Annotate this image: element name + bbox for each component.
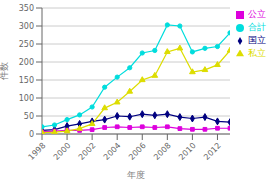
svg-text:100: 100 xyxy=(19,94,34,103)
svg-text:2010: 2010 xyxy=(177,141,198,162)
svg-text:件数: 件数 xyxy=(8,62,9,80)
svg-text:2008: 2008 xyxy=(152,141,173,162)
svg-text:0: 0 xyxy=(29,130,34,139)
svg-text:250: 250 xyxy=(19,40,34,49)
html-text:国立: 国立 xyxy=(248,35,266,45)
svg-text:2004: 2004 xyxy=(102,141,123,162)
svg-text:1998: 1998 xyxy=(27,141,48,162)
svg-text:2000: 2000 xyxy=(52,141,73,162)
svg-text:350: 350 xyxy=(19,4,34,13)
svg-text:300: 300 xyxy=(19,22,34,31)
svg-text:50: 50 xyxy=(24,112,34,121)
html-text:合計: 合計 xyxy=(248,22,266,32)
html-text:公立: 公立 xyxy=(248,9,266,19)
html-text:私立: 私立 xyxy=(248,48,266,58)
svg-text:2002: 2002 xyxy=(77,141,98,162)
svg-text:年度: 年度 xyxy=(127,170,145,180)
svg-text:2012: 2012 xyxy=(202,141,223,162)
svg-text:200: 200 xyxy=(19,58,34,67)
svg-text:2006: 2006 xyxy=(127,141,148,162)
svg-text:150: 150 xyxy=(19,76,34,85)
